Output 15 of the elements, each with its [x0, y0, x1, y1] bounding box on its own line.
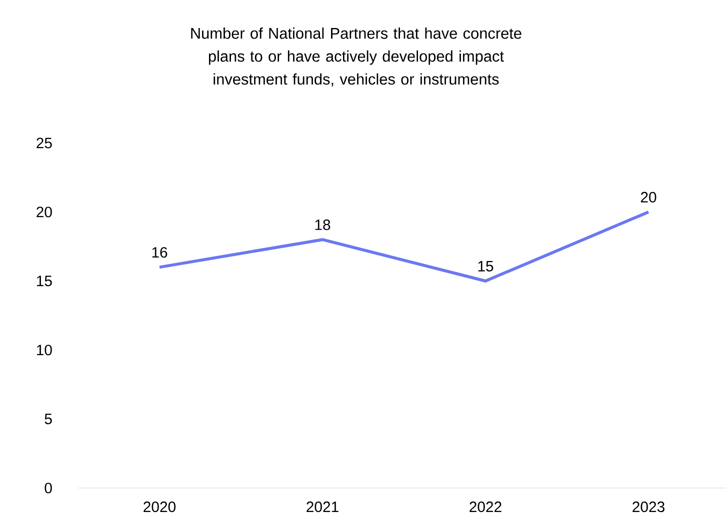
data-label: 20 [640, 192, 656, 202]
x-tick-label: 2023 [632, 502, 664, 512]
y-tick-label: 10 [37, 344, 52, 356]
chart-title: Number of National Partners that have concrete plans to or have actively developed impact investment funds, vehicles or instruments [191, 28, 522, 86]
data-label: 15 [478, 261, 494, 272]
y-tick-label: 15 [37, 276, 52, 286]
y-tick-label: 25 [36, 138, 52, 148]
y-tick-label: 5 [44, 414, 52, 424]
y-tick-label: 20 [36, 206, 52, 218]
x-tick-label: 2020 [144, 502, 176, 512]
data-label: 18 [315, 219, 330, 230]
data-label: 16 [152, 247, 168, 258]
y-tick-label: 0 [44, 482, 52, 494]
x-tick-label: 2022 [470, 502, 502, 512]
x-tick-label: 2021 [306, 502, 338, 512]
